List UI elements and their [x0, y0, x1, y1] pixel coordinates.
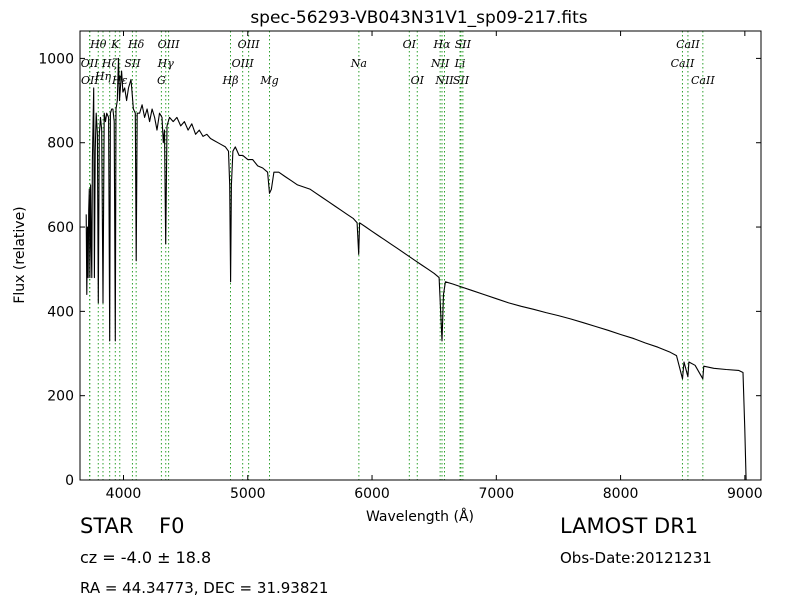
spectral-line-label: OII: [81, 74, 99, 87]
spectral-line-label: OI: [411, 74, 425, 87]
object-class: STAR: [80, 514, 134, 538]
y-axis-ticks: 0 200 400 600 800 1000: [38, 51, 761, 489]
spectral-line-label: NII: [434, 74, 454, 87]
spectral-line-label: Hδ: [127, 38, 145, 51]
spectral-line-label: SII: [455, 38, 472, 51]
spectral-line-label: G: [157, 74, 166, 87]
spectral-line-label: Hζ: [101, 57, 119, 70]
spectral-line-label: CaII: [691, 74, 715, 87]
y-tick-label: 400: [47, 304, 74, 320]
spectral-line-label: K: [110, 38, 120, 51]
y-tick-label: 800: [47, 136, 74, 152]
spectral-line-label: Hα: [432, 38, 451, 51]
chart-title: spec-56293-VB043N31V1_sp09-217.fits: [250, 8, 587, 28]
spectral-line-label: CaII: [671, 57, 695, 70]
plot-frame: [79, 30, 762, 481]
spectral-line-label: Hθ: [89, 38, 107, 51]
y-tick-label: 0: [65, 473, 74, 489]
object-subclass: F0: [159, 514, 185, 538]
y-tick-label: 600: [47, 220, 74, 236]
spectral-line-label: OIII: [158, 38, 181, 51]
spectrum-series: [85, 57, 747, 481]
spectral-line-label: Hη: [94, 70, 112, 83]
observation-date: Obs-Date:20121231: [560, 549, 712, 567]
x-tick-label: 9000: [727, 486, 763, 502]
survey-label: LAMOST DR1: [560, 514, 699, 538]
spectral-line-label: Li: [454, 57, 466, 70]
spectral-line-markers: OIIOIIHθHηHζKHεSIIHδGHγOIIIHβOIIIOIIIMgN…: [81, 31, 715, 480]
sky-coordinates: RA = 44.34773, DEC = 31.93821: [80, 579, 329, 597]
x-tick-label: 8000: [603, 486, 639, 502]
redshift-value: cz = -4.0 ± 18.8: [80, 548, 212, 567]
spectral-line-label: NII: [430, 57, 450, 70]
spectrum-line: [85, 57, 747, 481]
spectral-line-label: Na: [350, 57, 367, 70]
spectral-line-label: Hγ: [157, 57, 175, 70]
x-tick-label: 7000: [478, 486, 514, 502]
x-tick-label: 4000: [106, 486, 142, 502]
spectral-line-label: OIII: [232, 57, 255, 70]
spectral-line-label: Hβ: [222, 74, 239, 87]
x-tick-label: 6000: [354, 486, 390, 502]
x-tick-label: 5000: [230, 486, 266, 502]
spectral-line-label: OIII: [238, 38, 261, 51]
spectral-line-label: OI: [403, 38, 417, 51]
x-axis-ticks: 4000 5000 6000 7000 8000 9000: [106, 31, 763, 502]
y-tick-label: 200: [47, 389, 74, 405]
y-axis-label: Flux (relative): [12, 206, 28, 303]
spectral-line-label: CaII: [676, 38, 700, 51]
spectral-line-label: Mg: [259, 74, 278, 87]
spectral-line-label: SII: [453, 74, 470, 87]
spectral-line-label: SII: [124, 57, 141, 70]
x-axis-label: Wavelength (Å): [366, 508, 474, 525]
y-tick-label: 1000: [38, 51, 74, 67]
